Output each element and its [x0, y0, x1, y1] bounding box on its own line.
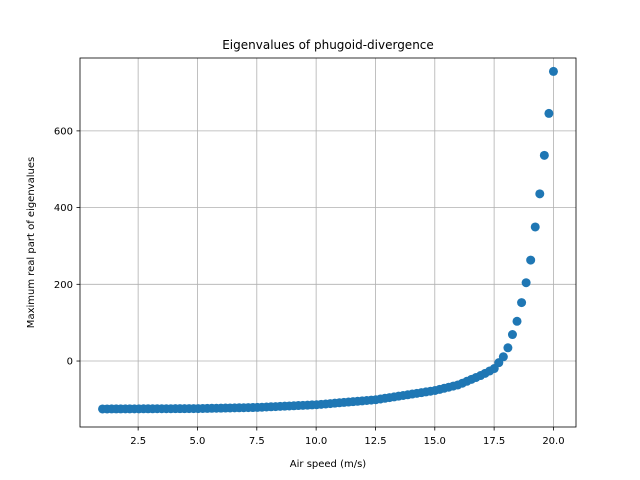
- data-point: [512, 316, 522, 326]
- plot-area-frame: [79, 57, 577, 428]
- x-tick-label: 20.0: [542, 436, 564, 447]
- data-point: [526, 255, 536, 265]
- x-tick-label: 7.5: [249, 436, 265, 447]
- y-axis-label: Maximum real part of eigenvalues: [26, 157, 37, 328]
- x-tick-label: 12.5: [364, 436, 386, 447]
- data-point: [539, 150, 549, 160]
- data-point: [530, 222, 540, 232]
- y-tick-label: 600: [54, 126, 73, 137]
- data-point: [517, 298, 527, 308]
- data-point: [503, 343, 513, 353]
- x-axis: 2.5 5.0 7.5 10.0 12.5 15.0 17.5 20.0: [130, 427, 565, 447]
- x-axis-label: Air speed (m/s): [290, 459, 367, 470]
- x-tick-label: 2.5: [130, 436, 146, 447]
- data-point: [507, 330, 517, 340]
- data-point: [521, 278, 531, 288]
- x-tick-label: 5.0: [190, 436, 206, 447]
- x-tick-label: 15.0: [424, 436, 446, 447]
- scatter-series: [98, 66, 558, 414]
- y-tick-label: 400: [54, 203, 73, 214]
- data-point: [544, 108, 554, 118]
- grid: [80, 58, 576, 427]
- y-tick-label: 200: [54, 280, 73, 291]
- chart-title: Eigenvalues of phugoid-divergence: [222, 38, 434, 52]
- y-tick-label: 0: [67, 357, 73, 368]
- x-tick-label: 17.5: [483, 436, 505, 447]
- data-point: [548, 66, 558, 76]
- y-axis: 0 200 400 600: [54, 126, 80, 368]
- x-tick-label: 10.0: [305, 436, 327, 447]
- data-point: [535, 189, 545, 199]
- data-point: [498, 352, 508, 362]
